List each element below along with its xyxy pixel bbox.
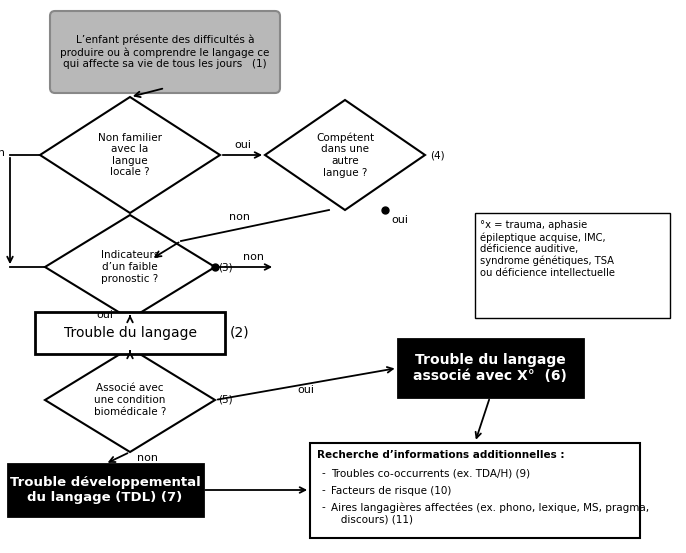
Text: -: -: [321, 468, 324, 478]
FancyBboxPatch shape: [310, 442, 640, 538]
Text: Recherche d’informations additionnelles :: Recherche d’informations additionnelles …: [317, 451, 565, 461]
FancyBboxPatch shape: [397, 339, 582, 397]
Text: (3): (3): [218, 262, 233, 272]
Text: oui: oui: [234, 140, 251, 150]
Text: (5): (5): [218, 395, 233, 405]
FancyBboxPatch shape: [50, 11, 280, 93]
Text: Facteurs de risque (10): Facteurs de risque (10): [331, 486, 451, 495]
Text: Indicateurs
d’un faible
pronostic ?: Indicateurs d’un faible pronostic ?: [101, 251, 159, 284]
Text: oui: oui: [392, 215, 408, 225]
Text: (4): (4): [430, 150, 445, 160]
Text: Aires langagières affectées (ex. phono, lexique, MS, pragma,
   discours) (11): Aires langagières affectées (ex. phono, …: [331, 503, 649, 525]
FancyBboxPatch shape: [475, 212, 670, 317]
Text: Compétent
dans une
autre
langue ?: Compétent dans une autre langue ?: [316, 132, 374, 178]
FancyBboxPatch shape: [8, 464, 202, 516]
Text: non: non: [0, 148, 5, 158]
Text: non: non: [242, 252, 263, 262]
Text: Trouble développemental
du langage (TDL) (7): Trouble développemental du langage (TDL)…: [10, 476, 200, 504]
FancyBboxPatch shape: [35, 312, 225, 354]
Text: Associé avec
une condition
biomédicale ?: Associé avec une condition biomédicale ?: [94, 383, 166, 416]
Text: oui: oui: [298, 385, 315, 395]
Text: L’enfant présente des difficultés à
produire ou à comprendre le langage ce
qui a: L’enfant présente des difficultés à prod…: [60, 35, 270, 69]
Text: -: -: [321, 486, 324, 495]
Text: Trouble du langage
associé avec X°  (6): Trouble du langage associé avec X° (6): [413, 353, 567, 383]
Text: non: non: [230, 212, 250, 222]
Text: Troubles co-occurrents (ex. TDA/H) (9): Troubles co-occurrents (ex. TDA/H) (9): [331, 468, 530, 478]
Text: non: non: [137, 453, 158, 463]
Text: -: -: [321, 503, 324, 513]
Text: Trouble du langage: Trouble du langage: [64, 326, 196, 340]
Text: oui: oui: [97, 310, 113, 321]
Text: (2): (2): [230, 326, 250, 340]
Text: Non familier
avec la
langue
locale ?: Non familier avec la langue locale ?: [98, 133, 162, 178]
Text: °x = trauma, aphasie
épileptique acquise, IMC,
déficience auditive,
syndrome gén: °x = trauma, aphasie épileptique acquise…: [480, 221, 615, 278]
